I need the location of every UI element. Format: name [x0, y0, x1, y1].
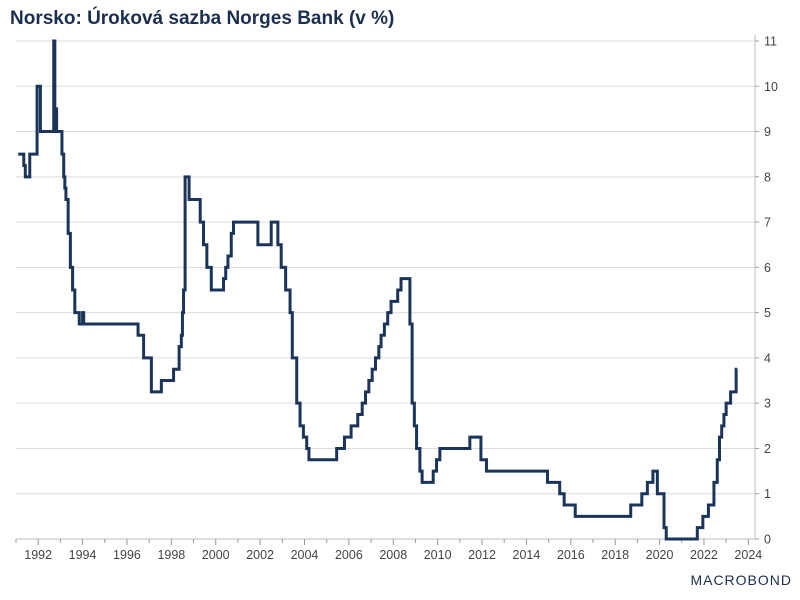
macrobond-logo: MACROBOND [690, 572, 792, 588]
x-tick-label: 2004 [291, 548, 319, 562]
series-line-0 [18, 39, 738, 541]
x-tick-label: 1996 [113, 548, 141, 562]
x-tick-label: 2012 [468, 548, 496, 562]
y-tick-label: 2 [764, 442, 771, 456]
y-tick-label: 7 [764, 216, 771, 230]
x-tick-label: 2000 [202, 548, 230, 562]
x-tick-label: 2010 [424, 548, 452, 562]
x-tick-label: 2022 [690, 548, 718, 562]
x-tick-label: 1994 [69, 548, 97, 562]
y-tick-label: 5 [764, 306, 771, 320]
x-tick-label: 2020 [646, 548, 674, 562]
y-tick-label: 11 [764, 35, 777, 49]
axes [15, 35, 759, 545]
y-tick-label: 3 [764, 397, 771, 411]
x-tick-label: 2016 [557, 548, 585, 562]
series-layer [18, 39, 738, 541]
chart-title: Norsko: Úroková sazba Norges Bank (v %) [10, 8, 395, 29]
grid-lines [16, 40, 755, 495]
x-tick-label: 2002 [246, 548, 274, 562]
x-tick-label: 2018 [601, 548, 629, 562]
y-tick-label: 10 [764, 80, 778, 94]
x-tick-label: 1992 [24, 548, 52, 562]
x-tick-label: 1998 [157, 548, 185, 562]
tick-labels: 0 1 2 3 4 5 6 7 8 9 10 11 1992 1994 1996 1998 2000 2002 20… [24, 35, 778, 563]
y-tick-label: 6 [764, 261, 771, 275]
x-tick-label: 2008 [379, 548, 407, 562]
y-tick-label: 4 [764, 351, 771, 365]
x-tick-label: 2006 [335, 548, 363, 562]
x-tick-label: 2014 [513, 548, 541, 562]
y-tick-label: 1 [764, 487, 771, 501]
y-tick-label: 9 [764, 125, 771, 139]
y-tick-label: 8 [764, 170, 771, 184]
x-tick-label: 2024 [734, 548, 762, 562]
y-tick-label: 0 [764, 533, 771, 547]
